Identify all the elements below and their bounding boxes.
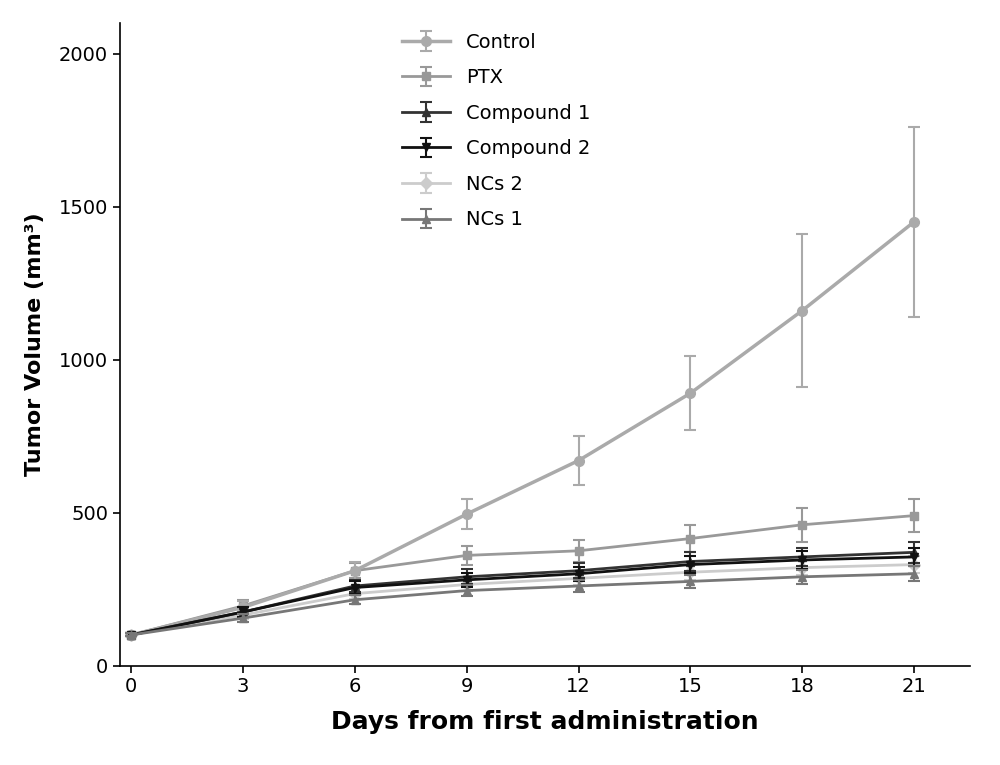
Legend: Control, PTX, Compound 1, Compound 2, NCs 2, NCs 1: Control, PTX, Compound 1, Compound 2, NC…: [402, 33, 590, 230]
X-axis label: Days from first administration: Days from first administration: [331, 710, 759, 734]
Y-axis label: Tumor Volume (mm³): Tumor Volume (mm³): [25, 213, 45, 476]
